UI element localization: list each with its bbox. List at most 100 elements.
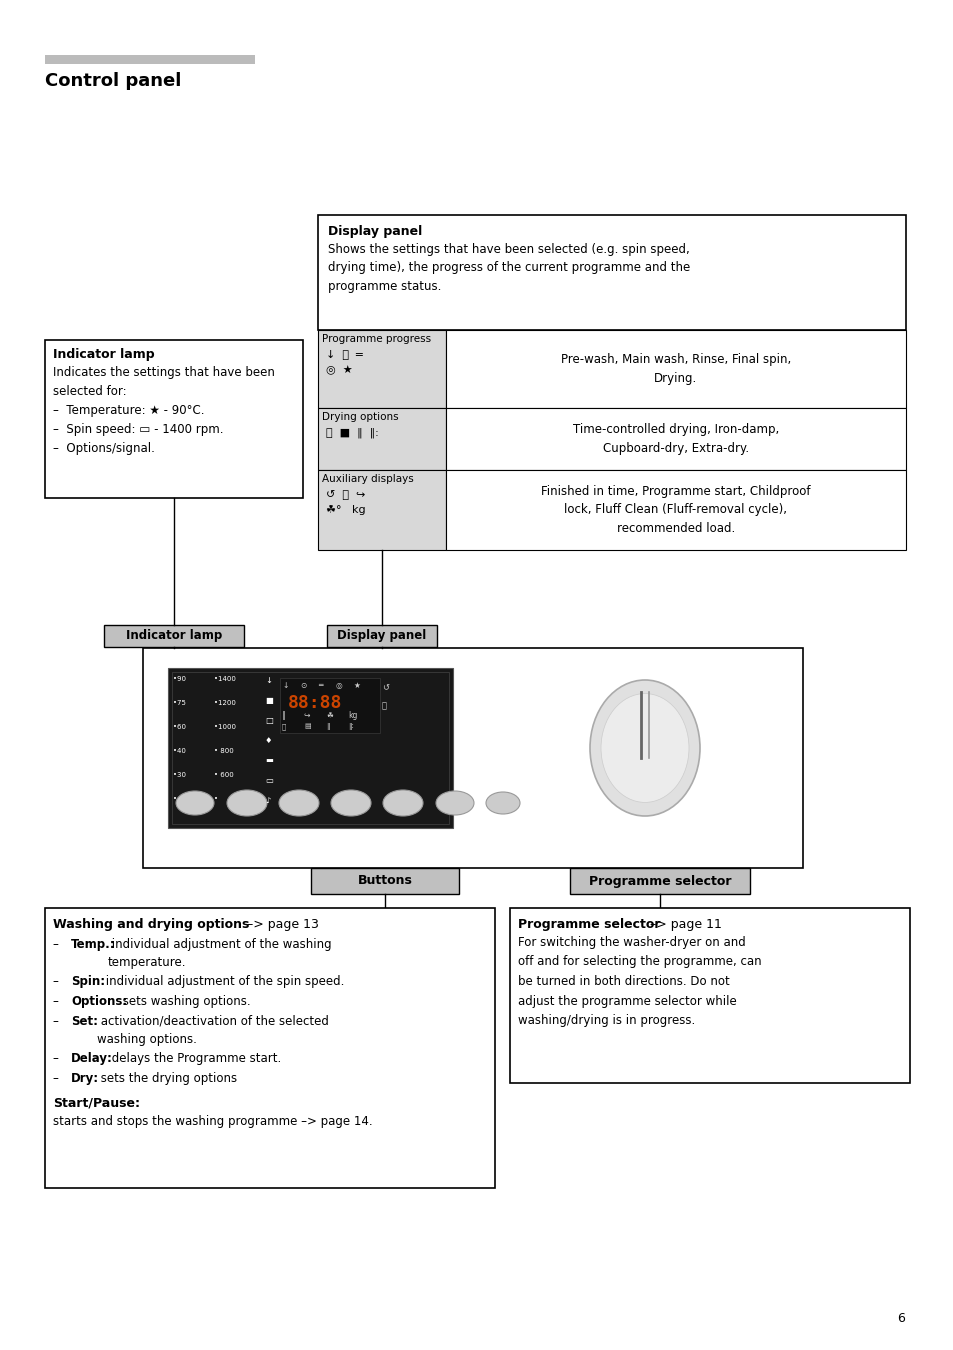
- Bar: [569, 868, 749, 894]
- Text: ↺: ↺: [381, 683, 389, 693]
- Bar: [317, 215, 905, 329]
- Text: –: –: [53, 995, 67, 1008]
- Text: ↓: ↓: [282, 680, 288, 690]
- Text: ‖:: ‖:: [348, 724, 354, 730]
- Text: Display panel: Display panel: [328, 225, 422, 238]
- Text: •30: •30: [172, 772, 186, 778]
- Bar: [45, 340, 303, 498]
- Bar: [45, 55, 254, 63]
- Text: –: –: [53, 975, 67, 988]
- Text: •: •: [172, 796, 177, 802]
- Bar: [172, 672, 449, 824]
- Text: Auxiliary displays: Auxiliary displays: [322, 474, 414, 485]
- Text: ⓘ: ⓘ: [381, 701, 387, 710]
- Text: ★: ★: [354, 680, 360, 690]
- Text: Indicator lamp: Indicator lamp: [53, 348, 154, 360]
- Text: Dry:: Dry:: [71, 1072, 99, 1085]
- Ellipse shape: [436, 791, 474, 815]
- Text: ‖: ‖: [282, 711, 286, 720]
- Text: ♦: ♦: [265, 736, 273, 745]
- Text: For switching the washer-dryer on and
off and for selecting the programme, can
b: For switching the washer-dryer on and of…: [517, 936, 760, 1027]
- Text: Indicates the settings that have been
selected for:
–  Temperature: ★ - 90°C.
– : Indicates the settings that have been se…: [53, 366, 274, 455]
- Text: ↓  ⛮  ═
◎  ★: ↓ ⛮ ═ ◎ ★: [326, 350, 362, 375]
- Text: ▭: ▭: [265, 776, 273, 784]
- Bar: [446, 329, 905, 408]
- Text: Control panel: Control panel: [45, 72, 181, 90]
- Bar: [311, 868, 458, 894]
- Text: activation/deactivation of the selected
washing options.: activation/deactivation of the selected …: [97, 1015, 329, 1046]
- Bar: [446, 470, 905, 549]
- Text: ⏱: ⏱: [282, 724, 286, 729]
- Text: starts and stops the washing programme –> page 14.: starts and stops the washing programme –…: [53, 1115, 373, 1129]
- Text: ▤: ▤: [304, 724, 311, 729]
- Text: individual adjustment of the spin speed.: individual adjustment of the spin speed.: [102, 975, 345, 988]
- Text: □: □: [265, 716, 273, 725]
- Text: Shows the settings that have been selected (e.g. spin speed,
drying time), the p: Shows the settings that have been select…: [328, 243, 690, 293]
- Text: •: •: [213, 796, 218, 802]
- Bar: [327, 625, 436, 647]
- Bar: [510, 909, 909, 1083]
- Text: sets washing options.: sets washing options.: [119, 995, 251, 1008]
- Text: Drying options: Drying options: [322, 412, 398, 423]
- Text: Programme selector: Programme selector: [517, 918, 659, 932]
- Text: •1200: •1200: [213, 701, 235, 706]
- Text: –: –: [53, 938, 67, 950]
- Ellipse shape: [278, 790, 318, 815]
- Text: ☘: ☘: [326, 711, 333, 720]
- Ellipse shape: [600, 694, 688, 802]
- Text: Washing and drying options: Washing and drying options: [53, 918, 249, 932]
- Bar: [317, 329, 446, 408]
- Text: Spin:: Spin:: [71, 975, 105, 988]
- Bar: [280, 678, 379, 733]
- Text: 88:88: 88:88: [288, 694, 342, 711]
- Ellipse shape: [175, 791, 213, 815]
- Text: ‖: ‖: [326, 724, 329, 730]
- Ellipse shape: [589, 680, 700, 815]
- Text: ⊙: ⊙: [299, 680, 306, 690]
- Bar: [143, 648, 802, 868]
- Text: Start/Pause:: Start/Pause:: [53, 1098, 140, 1110]
- Bar: [45, 909, 495, 1188]
- Bar: [446, 408, 905, 470]
- Text: Programme selector: Programme selector: [588, 875, 731, 887]
- Text: •1400: •1400: [213, 676, 235, 682]
- Text: –> page 11: –> page 11: [645, 918, 721, 932]
- Text: ⏱  ■  ‖  ‖:: ⏱ ■ ‖ ‖:: [326, 428, 378, 439]
- Text: ↓: ↓: [265, 676, 272, 684]
- Text: delays the Programme start.: delays the Programme start.: [108, 1052, 281, 1065]
- Text: Buttons: Buttons: [357, 875, 412, 887]
- Text: ■: ■: [265, 697, 273, 705]
- Text: •90: •90: [172, 676, 186, 682]
- Text: sets the drying options: sets the drying options: [97, 1072, 237, 1085]
- Text: –: –: [53, 1072, 67, 1085]
- Text: –: –: [53, 1052, 67, 1065]
- Text: • 600: • 600: [213, 772, 233, 778]
- Text: ♪: ♪: [265, 796, 270, 805]
- Text: Programme progress: Programme progress: [322, 333, 431, 344]
- Text: •60: •60: [172, 724, 186, 730]
- Text: Delay:: Delay:: [71, 1052, 112, 1065]
- Text: ═: ═: [317, 680, 322, 690]
- Text: •1000: •1000: [213, 724, 235, 730]
- Text: –> page 13: –> page 13: [243, 918, 318, 932]
- Text: Temp.:: Temp.:: [71, 938, 115, 950]
- Text: Set:: Set:: [71, 1015, 98, 1027]
- Text: • 800: • 800: [213, 748, 233, 755]
- Ellipse shape: [331, 790, 371, 815]
- Ellipse shape: [227, 790, 267, 815]
- Text: Display panel: Display panel: [337, 629, 426, 643]
- Text: ◎: ◎: [335, 680, 342, 690]
- Ellipse shape: [382, 790, 422, 815]
- Text: ▬: ▬: [265, 756, 273, 765]
- Text: ↪: ↪: [304, 711, 310, 720]
- Text: Indicator lamp: Indicator lamp: [126, 629, 222, 643]
- Text: 6: 6: [896, 1312, 904, 1324]
- Text: Time-controlled drying, Iron-damp,
Cupboard-dry, Extra-dry.: Time-controlled drying, Iron-damp, Cupbo…: [572, 424, 779, 455]
- Text: ↺  Ⓞ  ↪
☘°   kg: ↺ Ⓞ ↪ ☘° kg: [326, 490, 365, 514]
- Text: kg: kg: [348, 711, 357, 720]
- Bar: [317, 408, 446, 470]
- Text: –: –: [53, 1015, 67, 1027]
- Text: •75: •75: [172, 701, 186, 706]
- Bar: [317, 470, 446, 549]
- Text: •40: •40: [172, 748, 186, 755]
